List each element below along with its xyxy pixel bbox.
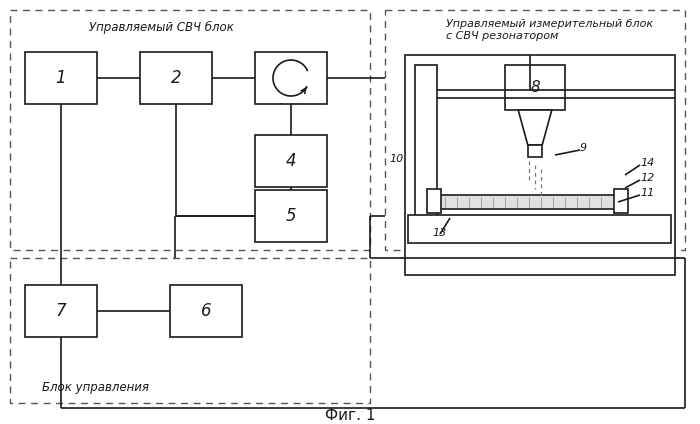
Text: Блок управления: Блок управления (41, 382, 148, 394)
Text: 8: 8 (530, 80, 540, 95)
Text: 10: 10 (390, 153, 404, 164)
Text: 6: 6 (201, 302, 211, 320)
Bar (255, 52, 327, 104)
Bar (415, 65, 437, 235)
Bar (170, 285, 242, 337)
Text: 1: 1 (56, 69, 66, 87)
Text: Управляемый измерительный блок
с СВЧ резонатором: Управляемый измерительный блок с СВЧ рез… (447, 19, 654, 41)
Text: Управляемый СВЧ блок: Управляемый СВЧ блок (89, 20, 234, 33)
Bar (25, 52, 97, 104)
Bar (10, 10, 370, 250)
Text: 5: 5 (286, 207, 296, 225)
Bar (25, 285, 97, 337)
Bar (255, 135, 327, 187)
Bar (614, 189, 628, 213)
Text: Фиг. 1: Фиг. 1 (325, 407, 375, 422)
Bar (405, 55, 675, 275)
Bar (385, 10, 685, 250)
Bar (408, 215, 671, 243)
Text: 12: 12 (640, 173, 655, 183)
Text: 2: 2 (171, 69, 181, 87)
Bar (528, 145, 542, 157)
Bar (427, 189, 441, 213)
Polygon shape (518, 110, 552, 145)
Bar (10, 258, 370, 403)
Text: 13: 13 (432, 228, 447, 238)
Text: 7: 7 (56, 302, 66, 320)
Bar (255, 190, 327, 242)
Bar (140, 52, 212, 104)
Text: 11: 11 (640, 188, 655, 198)
Text: 4: 4 (286, 152, 296, 170)
Bar (505, 65, 565, 110)
Text: 14: 14 (640, 158, 655, 168)
Bar (435, 195, 620, 209)
Text: 9: 9 (580, 143, 587, 153)
